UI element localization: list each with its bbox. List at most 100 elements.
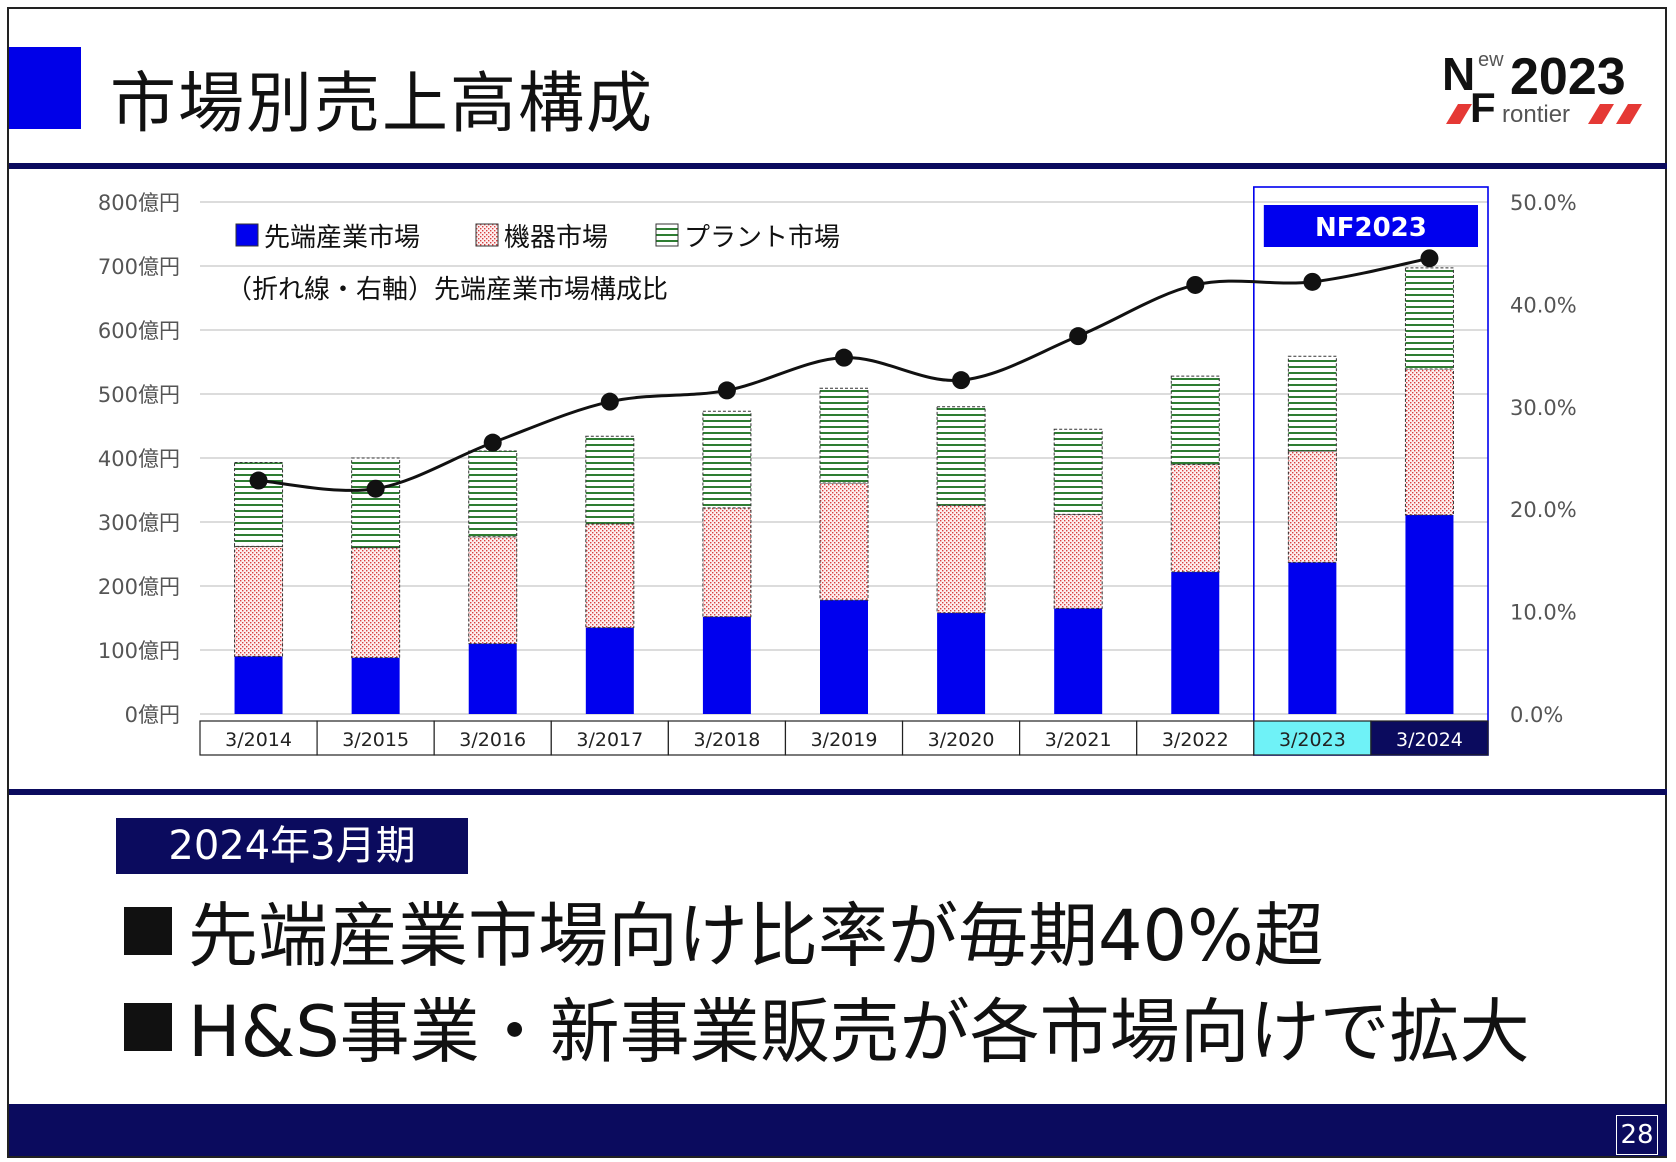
logo-stripe-left	[1446, 104, 1472, 124]
category-axis: 3/2014 3/2015 3/2016 3/2017 3/2018 3/2019 3/20…	[199, 720, 1489, 756]
category-label: 3/2016	[459, 729, 526, 751]
period-tag: 2024年3月期	[116, 818, 468, 874]
right-tick-label: 20.0%	[1510, 498, 1577, 522]
bullet-square-icon	[124, 906, 172, 955]
category-cell	[784, 720, 904, 756]
category-label: 3/2019	[811, 729, 878, 751]
bar-segment-equipment	[1170, 463, 1220, 573]
slide-title: 市場別売上高構成	[110, 65, 654, 142]
footer-bar	[9, 1104, 1667, 1156]
bar-segment-advanced	[585, 627, 634, 714]
category-cell	[1370, 720, 1489, 756]
bar-segment-equipment	[1404, 368, 1454, 516]
bar-segment-advanced	[820, 600, 868, 714]
right-tick-label: 50.0%	[1510, 191, 1577, 215]
bar-segment-advanced	[702, 616, 751, 714]
right-axis-ticks: 0.0% 10.0% 20.0% 30.0% 40.0% 50.0%	[1510, 191, 1577, 727]
bullet-square-icon	[124, 1002, 172, 1051]
legend-swatch	[475, 223, 499, 247]
category-label: 3/2014	[225, 729, 292, 751]
ratio-point	[249, 471, 268, 490]
bar-segment-advanced	[1288, 562, 1337, 714]
ratio-point	[835, 348, 853, 367]
bullet-text-1: 先端産業市場向け比率が毎期40%超	[188, 895, 1324, 977]
category-label: 3/2024	[1396, 729, 1463, 751]
bar-segment-equipment	[819, 482, 869, 601]
bar-segment-equipment	[234, 545, 284, 657]
left-tick-label: 100億円	[98, 639, 180, 663]
section-rule	[9, 789, 1667, 795]
legend-label: 機器市場	[504, 223, 608, 253]
nf2023-logo: N ew 2023 F rontier	[1442, 48, 1642, 130]
legend-line-label: （折れ線・右軸）先端産業市場構成比	[226, 275, 668, 305]
bullet-item-2: H&S事業・新事業販売が各市場向けで拡大	[124, 976, 1530, 1077]
logo-year: 2023	[1510, 48, 1626, 106]
ratio-point	[1303, 272, 1322, 291]
category-label: 3/2020	[928, 729, 995, 751]
legend-swatch	[235, 223, 259, 247]
bar-segment-equipment	[351, 547, 401, 659]
left-tick-label: 800億円	[98, 191, 180, 215]
bar-segment-advanced	[1405, 514, 1454, 714]
category-cell	[316, 720, 435, 756]
category-cell	[667, 720, 787, 756]
ratio-point	[1186, 275, 1205, 294]
bar-segment-plant	[1404, 267, 1454, 370]
category-cell	[1019, 720, 1138, 756]
logo-letter-n: N	[1442, 48, 1475, 100]
ratio-point	[1069, 327, 1088, 346]
bar-segment-plant	[1170, 375, 1220, 465]
legend-label: 先端産業市場	[264, 223, 420, 253]
title-accent-square	[9, 47, 81, 129]
bar-segment-plant	[351, 457, 401, 549]
legend-label: プラント市場	[684, 223, 840, 253]
nf2023-label-box	[1263, 205, 1478, 247]
logo-stripe-right-1	[1588, 104, 1614, 124]
logo-ew: ew	[1478, 49, 1504, 71]
page-number: 28	[1616, 1115, 1658, 1155]
category-label: 3/2018	[693, 729, 760, 751]
left-tick-label: 200億円	[98, 575, 180, 599]
legend-swatch	[655, 223, 679, 247]
bar-segment-advanced	[937, 612, 986, 714]
ratio-point	[952, 371, 971, 390]
logo-rontier: rontier	[1502, 101, 1570, 128]
bar-segment-advanced	[1054, 608, 1103, 714]
right-tick-label: 10.0%	[1510, 601, 1577, 625]
bar-segment-equipment	[468, 536, 518, 645]
left-axis-ticks: 0億円 100億円 200億円 300億円 400億円 500億円 600億円 700億円 80…	[98, 191, 180, 727]
market-sales-chart: 0億円 100億円 200億円 300億円 400億円 500億円 600億円 700億円 80…	[98, 186, 1577, 756]
header-rule	[9, 163, 1667, 169]
logo-letter-f: F	[1470, 84, 1496, 130]
bar-segment-advanced	[468, 643, 517, 714]
category-cell	[901, 720, 1021, 756]
bar-segment-plant	[1053, 428, 1103, 515]
category-label: 3/2021	[1045, 729, 1112, 751]
left-tick-label: 400億円	[98, 447, 180, 471]
ratio-point	[1420, 249, 1439, 268]
left-tick-label: 300億円	[98, 511, 180, 535]
category-cell	[433, 720, 552, 756]
ratio-point	[483, 433, 502, 452]
right-tick-label: 0.0%	[1510, 703, 1563, 727]
bar-segment-plant	[468, 450, 518, 538]
left-tick-label: 0億円	[125, 703, 180, 727]
category-label: 3/2023	[1279, 729, 1346, 751]
logo-stripe-right-2	[1616, 104, 1642, 124]
bar-segment-plant	[819, 387, 869, 484]
ratio-point	[600, 392, 619, 411]
left-tick-label: 600億円	[98, 319, 180, 343]
bar-segment-plant	[585, 435, 635, 525]
bar-segment-equipment	[702, 507, 752, 618]
bar-segment-plant	[1287, 355, 1337, 452]
nf2023-label: NF2023	[1315, 213, 1427, 243]
ratio-point	[717, 381, 736, 400]
bullet-item-1: 先端産業市場向け比率が毎期40%超	[124, 880, 1324, 981]
ratio-point	[366, 479, 385, 498]
stacked-bars	[234, 267, 1454, 714]
left-tick-label: 700億円	[98, 255, 180, 279]
bar-segment-equipment	[585, 523, 635, 629]
bar-segment-plant	[936, 406, 986, 506]
bullet-text-2: H&S事業・新事業販売が各市場向けで拡大	[188, 991, 1530, 1073]
bar-segment-advanced	[1171, 571, 1220, 714]
